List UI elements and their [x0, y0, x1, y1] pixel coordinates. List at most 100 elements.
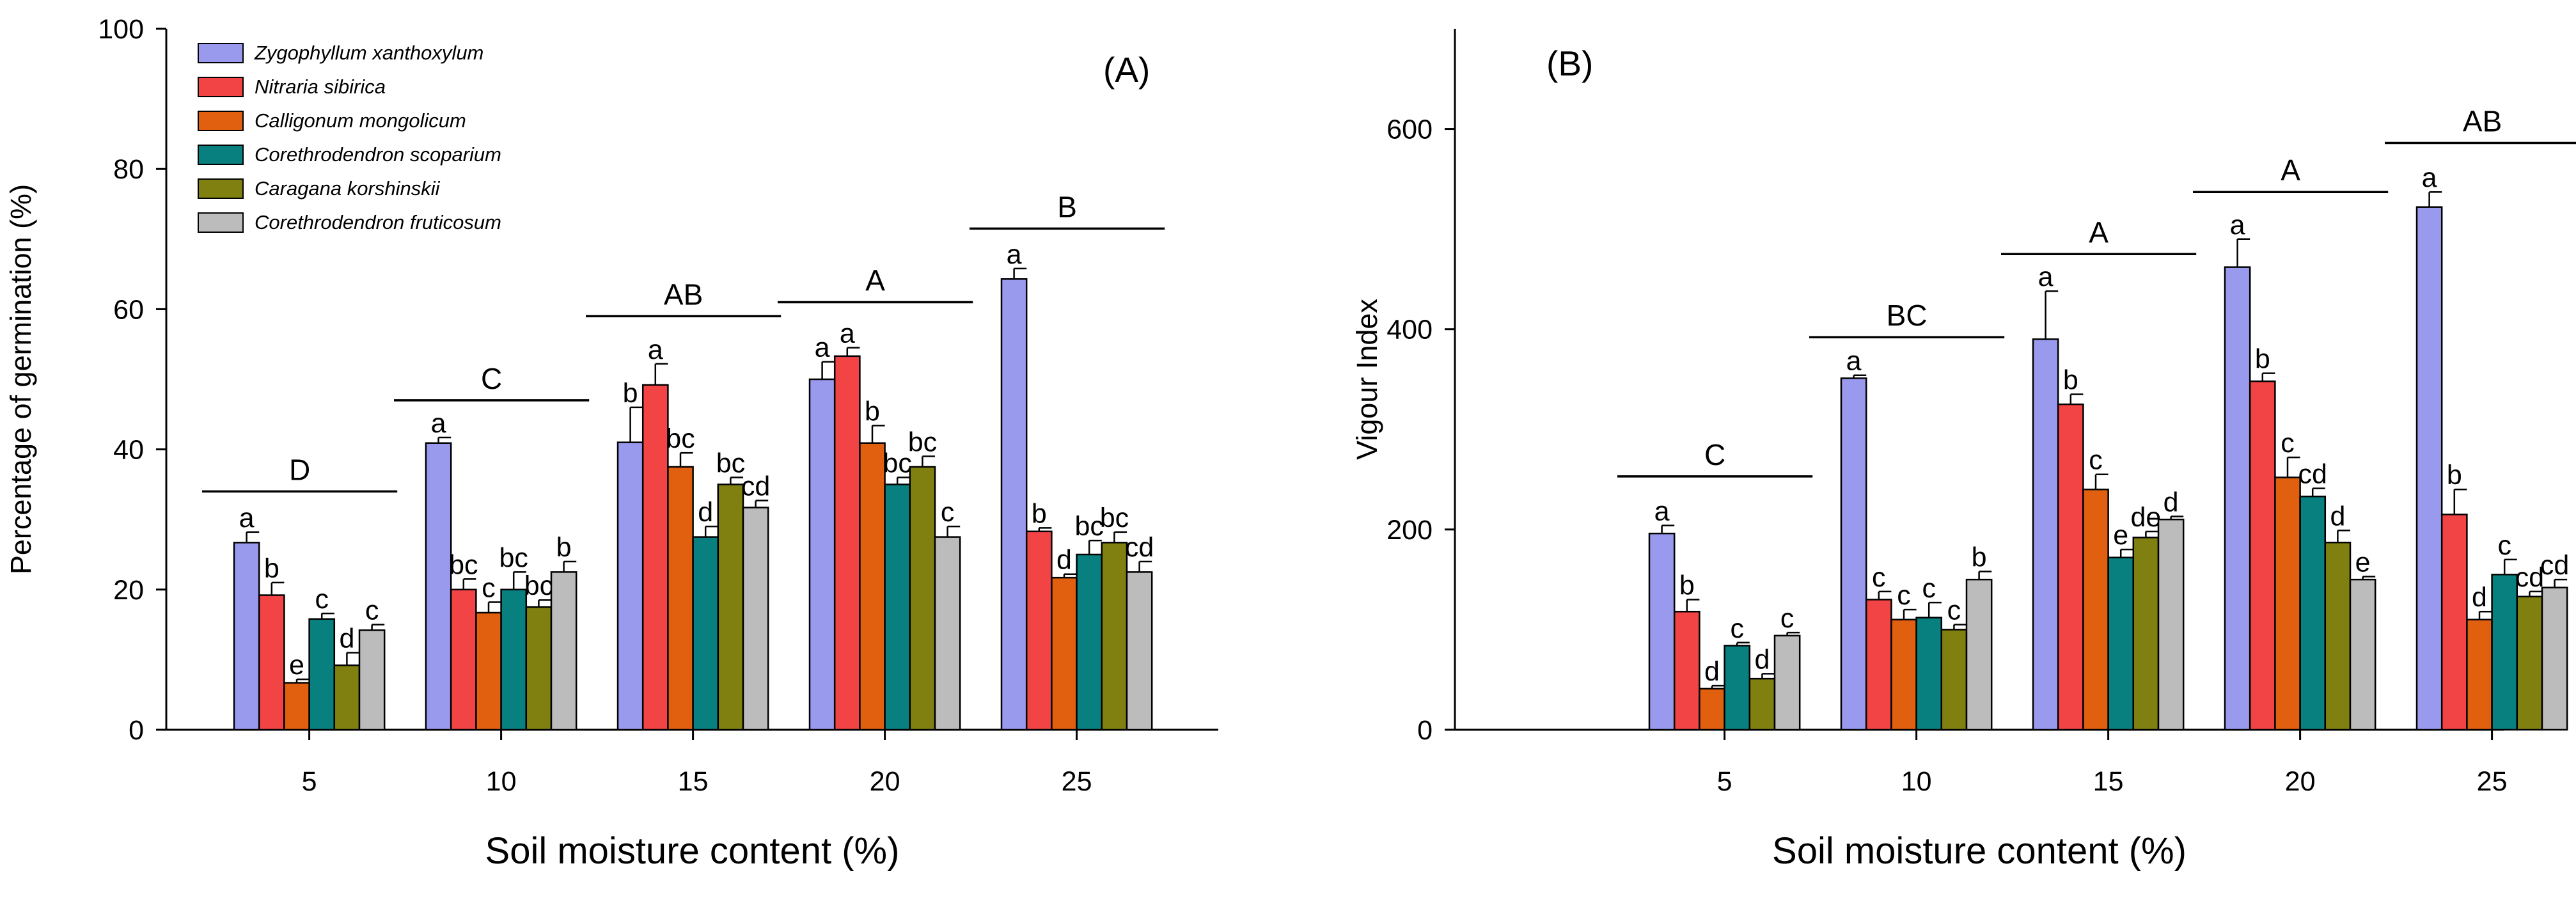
bar [1699, 688, 1725, 731]
panel-label: (A) [1103, 50, 1150, 90]
significance-letter: d [2164, 487, 2179, 518]
significance-letter: c [1780, 603, 1795, 634]
bar [1025, 530, 1053, 731]
significance-letter: b [2255, 344, 2270, 375]
significance-letter: b [264, 553, 279, 584]
significance-letter: cd [2515, 562, 2544, 593]
group-label: D [289, 453, 310, 486]
group-label: BC [1887, 299, 1928, 332]
significance-letter: b [1679, 570, 1695, 601]
x-tick-label: 20 [870, 766, 900, 797]
significance-letter: a [431, 408, 446, 439]
x-tick-label: 15 [2093, 766, 2124, 797]
significance-letter: d [1704, 656, 1720, 687]
group-label: A [2281, 153, 2300, 187]
legend-swatch [198, 43, 244, 63]
significance-letter: bc [524, 571, 553, 601]
series-zygophyllum-xanthoxylum: a a a a a [1648, 162, 2443, 731]
significance-letter: c [1922, 573, 1936, 604]
bar [1840, 377, 1867, 731]
significance-letter: b [1032, 498, 1047, 529]
significance-letter: a [2422, 162, 2437, 193]
bar [1773, 634, 1801, 731]
significance-letter: d [698, 497, 713, 528]
significance-letter: a [840, 319, 855, 349]
bar [2440, 514, 2468, 731]
legend-swatch [198, 212, 244, 233]
chart-panel-a: 0 20 40 60 80 100 5 10 15 20 25 Percentage of germi… [4, 14, 1218, 872]
bar [450, 588, 477, 731]
bar [2324, 541, 2352, 731]
significance-letter: bc [1100, 503, 1129, 533]
significance-letter: a [815, 333, 830, 363]
y-tick-label: 0 [129, 715, 144, 746]
bar [1126, 571, 1153, 731]
significance-letter: d [1754, 644, 1770, 675]
x-tick-label: 5 [1717, 766, 1732, 797]
significance-letter: bc [499, 542, 528, 573]
x-tick-label: 5 [302, 766, 317, 797]
significance-letter: cd [741, 471, 770, 502]
significance-letter: b [556, 532, 572, 563]
significance-letter: b [2063, 365, 2078, 395]
significance-letter: a [648, 334, 663, 365]
bar [1051, 576, 1078, 731]
significance-letter: c [941, 497, 955, 528]
panel-label: (B) [1546, 43, 1593, 83]
significance-letter: a [2038, 262, 2054, 292]
significance-letter: d [2472, 582, 2487, 613]
bar [2082, 488, 2109, 731]
legend-swatch [198, 77, 244, 97]
bar [1101, 542, 1128, 731]
bar [2541, 586, 2568, 731]
group-label: A [2089, 216, 2109, 249]
legend-label: Nitraria sibirica [255, 75, 386, 98]
x-tick-label: 25 [1062, 766, 1092, 797]
y-tick-label: 600 [1386, 114, 1433, 145]
significance-letter: c [1947, 595, 1961, 626]
significance-letter: e [2355, 547, 2371, 578]
group-label: AB [664, 278, 703, 311]
y-axis-title: Vigour Index [1351, 299, 1383, 460]
significance-letter: bc [1074, 511, 1103, 542]
y-tick-label: 20 [113, 575, 144, 606]
y-axis-title: Percentage of germination (%) [4, 184, 37, 574]
x-tick-label: 15 [678, 766, 709, 797]
group-label: C [481, 362, 502, 395]
significance-letter: a [1846, 346, 1862, 377]
bar [692, 536, 719, 731]
significance-letter: d [1056, 545, 1072, 576]
bar [1915, 617, 1943, 731]
bar [934, 536, 961, 731]
x-axis-title: Soil moisture content (%) [485, 830, 900, 872]
bar [641, 384, 669, 731]
bar [2107, 556, 2135, 731]
group-label: C [1704, 438, 1725, 471]
significance-letter: e [289, 650, 304, 681]
y-tick-label: 60 [113, 294, 144, 325]
bar [333, 664, 361, 731]
significance-letter: a [2230, 210, 2245, 240]
bar [859, 442, 886, 731]
bar [308, 618, 336, 731]
bar [475, 611, 502, 731]
x-tick-label: 20 [2285, 766, 2316, 797]
y-tick-label: 100 [98, 14, 144, 45]
bar [1076, 553, 1103, 731]
bar [2491, 574, 2518, 731]
significance-letter: b [865, 396, 880, 427]
y-tick-label: 200 [1386, 515, 1433, 546]
x-tick-label: 10 [1901, 766, 1932, 797]
significance-letter: d [339, 623, 354, 654]
bar [1940, 629, 1968, 731]
bar [233, 542, 260, 731]
significance-letter: bc [449, 549, 478, 580]
bar [1000, 278, 1028, 731]
